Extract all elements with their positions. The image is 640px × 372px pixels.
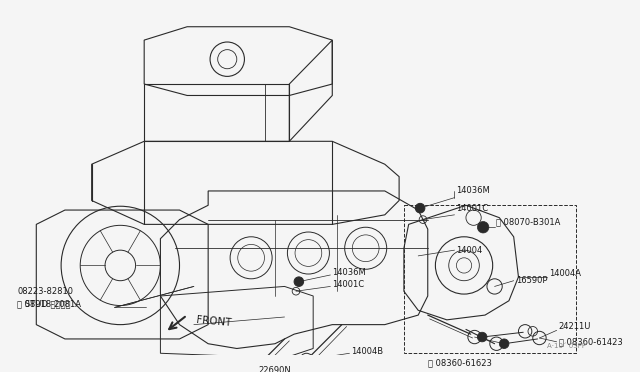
Text: 14004A: 14004A: [549, 269, 581, 278]
Circle shape: [294, 277, 303, 286]
Text: FRONT: FRONT: [196, 315, 232, 328]
Text: 14004: 14004: [456, 246, 483, 255]
Text: 14036M: 14036M: [332, 267, 366, 277]
Text: 22690N: 22690N: [259, 366, 291, 372]
Text: Ⓝ 08918-2081A: Ⓝ 08918-2081A: [17, 299, 81, 308]
Text: 24211U: 24211U: [559, 322, 591, 331]
Text: 14004B: 14004B: [351, 347, 383, 356]
Text: 16590P: 16590P: [516, 276, 547, 285]
Circle shape: [499, 339, 509, 349]
Circle shape: [415, 203, 425, 213]
Text: 14001C: 14001C: [332, 280, 364, 289]
Circle shape: [297, 361, 307, 371]
Text: STUD スタッド: STUD スタッド: [25, 299, 70, 308]
Text: Ⓢ 08360-61423: Ⓢ 08360-61423: [559, 337, 622, 346]
Text: 08223-82810: 08223-82810: [17, 287, 73, 296]
Text: 14036M: 14036M: [456, 186, 490, 195]
Text: A·10´ 03PP: A·10´ 03PP: [547, 343, 586, 349]
Text: Ⓢ 08360-61623: Ⓢ 08360-61623: [428, 358, 492, 367]
Text: 14001C: 14001C: [456, 203, 488, 213]
Circle shape: [477, 221, 489, 233]
Text: Ⓑ 08070-B301A: Ⓑ 08070-B301A: [497, 217, 561, 226]
Circle shape: [477, 332, 487, 342]
